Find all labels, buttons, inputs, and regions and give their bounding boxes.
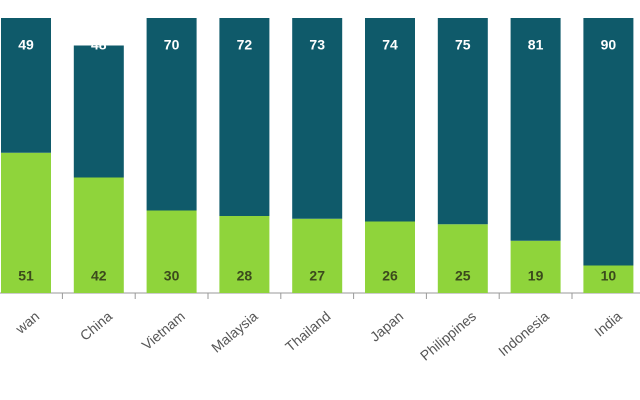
bar-segment [583, 18, 634, 266]
value-label: 28 [237, 268, 253, 284]
value-label: 74 [382, 37, 398, 53]
value-label: 90 [601, 37, 617, 53]
bar-segment [219, 216, 270, 293]
value-label: 27 [309, 268, 325, 284]
x-tick-label: Philippines [417, 308, 479, 364]
value-label: 42 [91, 268, 107, 284]
x-tick-label: Indonesia [495, 308, 552, 359]
x-tick-label: Thailand [282, 308, 333, 355]
bar-segment [219, 18, 270, 216]
x-tick-label: wan [12, 308, 43, 337]
bar-segment [73, 177, 124, 293]
value-label: 10 [601, 268, 617, 284]
value-label: 70 [164, 37, 180, 53]
x-tick-label: China [77, 308, 115, 344]
value-label: 30 [164, 268, 180, 284]
bar-segment [437, 224, 488, 293]
value-label: 48 [91, 37, 107, 53]
x-tick-label: Japan [367, 308, 407, 345]
bar-segment [583, 265, 634, 293]
value-label: 72 [237, 37, 253, 53]
x-tick-label: India [591, 308, 625, 340]
bar-segment [292, 18, 343, 219]
bar-segment [437, 18, 488, 225]
bar-segment [365, 221, 415, 293]
value-label: 26 [382, 268, 398, 284]
x-tick-label: Vietnam [138, 308, 187, 353]
bar-segment [146, 210, 197, 293]
value-label: 25 [455, 268, 471, 284]
bar-segment [1, 152, 51, 293]
value-label: 51 [18, 268, 34, 284]
value-label: 75 [455, 37, 471, 53]
value-label: 19 [528, 268, 544, 284]
bar-segment [292, 218, 343, 293]
value-label: 73 [309, 37, 325, 53]
bar-segment [146, 18, 197, 211]
bar-segment [365, 18, 415, 222]
bar-segment [1, 18, 51, 153]
bar-segment [73, 45, 124, 178]
x-tick-label: Malaysia [208, 308, 261, 356]
bar-segment [510, 18, 561, 241]
value-label: 81 [528, 37, 544, 53]
value-label: 49 [18, 37, 34, 53]
bar-segment [510, 240, 561, 293]
